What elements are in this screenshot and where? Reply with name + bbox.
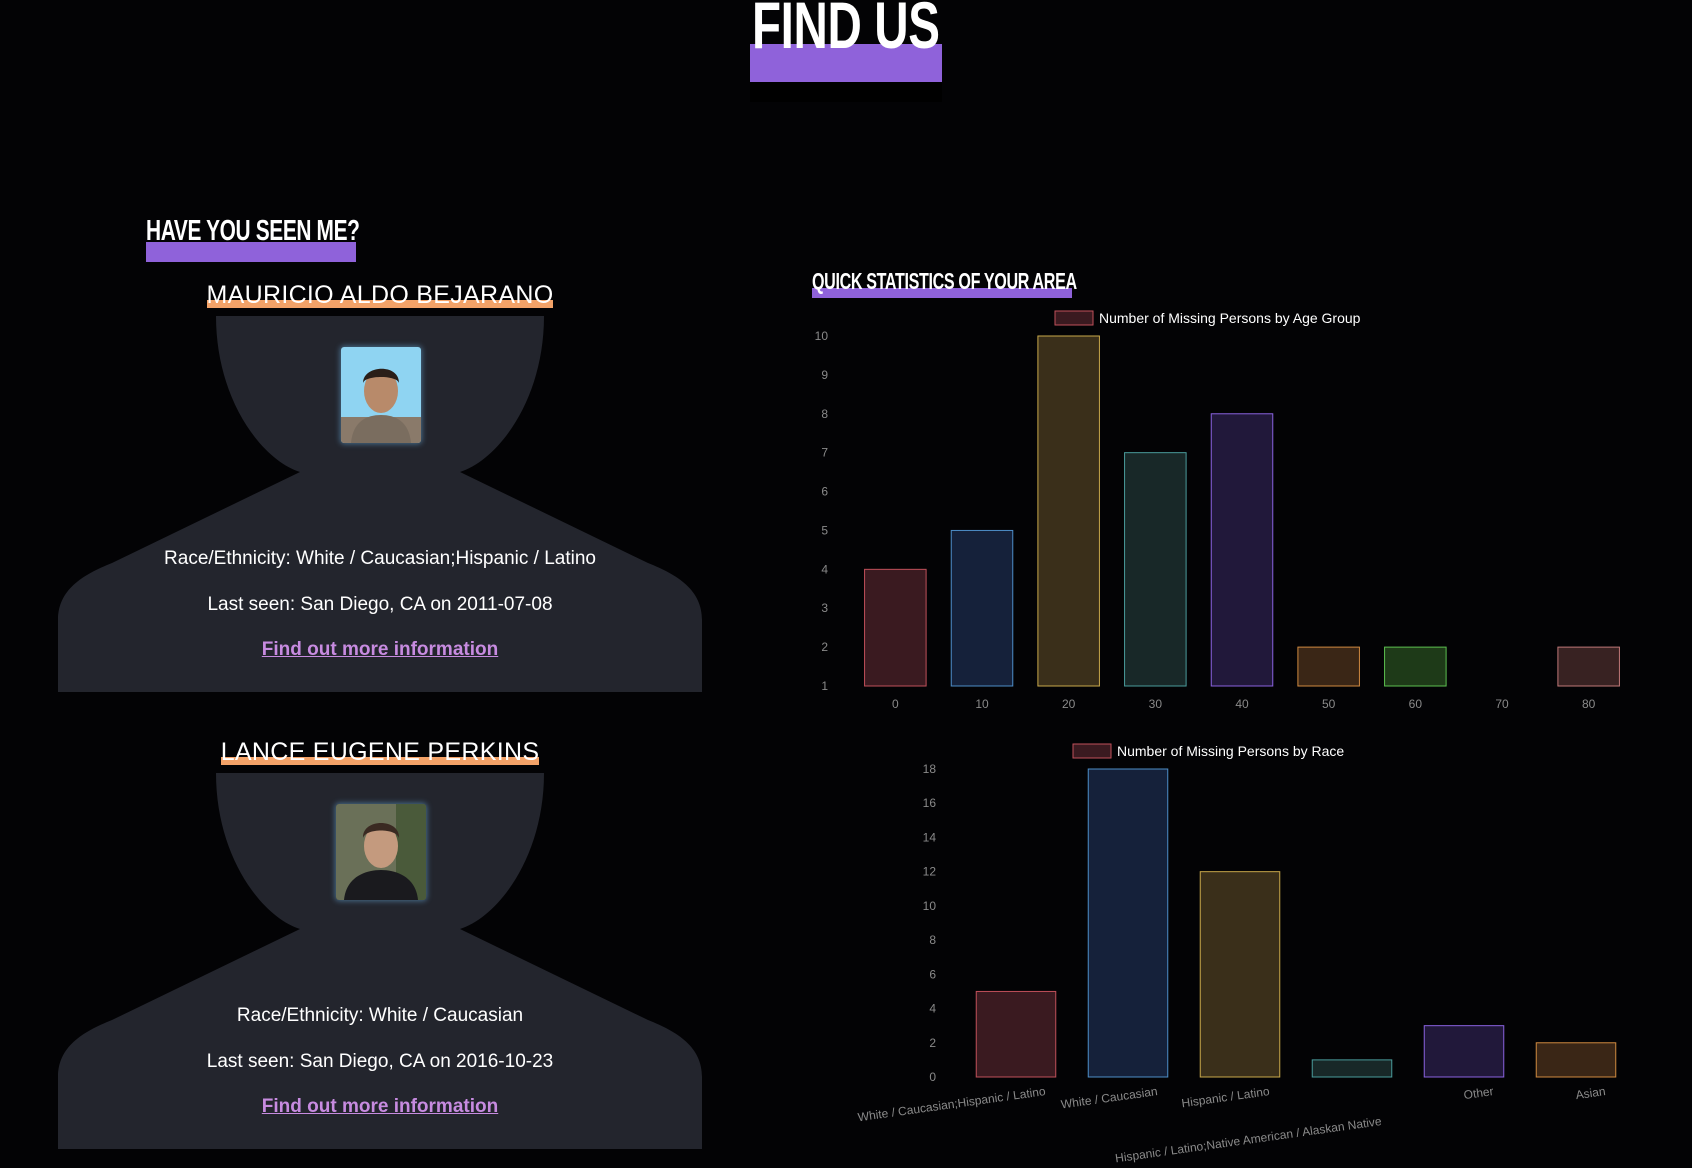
bar[interactable] [1557, 646, 1620, 687]
y-tick-label: 3 [821, 601, 828, 615]
bar[interactable] [1535, 1042, 1617, 1078]
find-out-more-link[interactable]: Find out more information [261, 639, 499, 660]
bar[interactable] [1124, 452, 1187, 687]
bar[interactable] [1384, 646, 1447, 687]
silhouette-shape [58, 316, 702, 692]
x-tick-label: 0 [892, 697, 899, 711]
heading-highlight [812, 288, 1072, 298]
x-tick-label: 70 [1495, 697, 1509, 711]
missing-person-card: MAURICIO ALDO BEJARANO Race/Ethnicity: W… [58, 280, 702, 692]
last-seen-text: Last seen: San Diego, CA on 2011-07-08 [207, 594, 553, 615]
x-tick-label: Hispanic / Latino [1181, 1084, 1271, 1110]
race-ethnicity-text: Race/Ethnicity: White / Caucasian [236, 1005, 524, 1026]
x-tick-label: 30 [1149, 697, 1163, 711]
y-tick-label: 10 [923, 899, 937, 913]
chart-legend-swatch[interactable] [1072, 743, 1112, 759]
y-tick-label: 0 [929, 1070, 936, 1084]
y-tick-label: 2 [929, 1036, 936, 1050]
y-tick-label: 16 [923, 796, 937, 810]
y-tick-label: 14 [923, 830, 937, 844]
bar[interactable] [1311, 1059, 1393, 1078]
x-tick-label: 10 [975, 697, 989, 711]
bar[interactable] [1199, 871, 1281, 1078]
bar[interactable] [1087, 768, 1169, 1078]
page-title: FIND US [752, 0, 940, 62]
person-name-wrap: LANCE EUGENE PERKINS [58, 737, 702, 767]
age-group-chart-svg: Number of Missing Persons by Age Group 1 2… [815, 310, 1620, 711]
y-tick-label: 1 [821, 679, 828, 693]
y-tick-label: 10 [815, 329, 829, 343]
x-tick-label: White / Caucasian [1060, 1084, 1158, 1111]
person-name-wrap: MAURICIO ALDO BEJARANO [58, 280, 702, 310]
age-group-chart: Number of Missing Persons by Age Group 1 2… [800, 300, 1640, 720]
heading-highlight [146, 242, 356, 262]
person-name: LANCE EUGENE PERKINS [220, 738, 540, 766]
x-tick-label: 80 [1582, 697, 1596, 711]
y-tick-label: 4 [821, 562, 828, 576]
bar[interactable] [864, 568, 927, 687]
have-you-seen-me-heading: HAVE YOU SEEN ME? [146, 214, 360, 262]
x-tick-label: White / Caucasian;Hispanic / Latino [857, 1084, 1047, 1124]
person-photo-icon [336, 804, 426, 900]
silhouette-shape [58, 773, 702, 1149]
y-tick-label: 4 [929, 1002, 936, 1016]
person-photo-icon [341, 347, 421, 443]
bar[interactable] [1297, 646, 1360, 687]
bar[interactable] [950, 529, 1014, 687]
y-tick-label: 12 [923, 865, 937, 879]
bar[interactable] [975, 990, 1057, 1078]
heading-text: HAVE YOU SEEN ME? [146, 215, 360, 247]
y-tick-label: 8 [929, 933, 936, 947]
person-name: MAURICIO ALDO BEJARANO [206, 281, 554, 309]
x-tick-label: Other [1463, 1084, 1495, 1102]
x-tick-label: Asian [1575, 1084, 1607, 1102]
bar[interactable] [1037, 335, 1100, 687]
last-seen-text: Last seen: San Diego, CA on 2016-10-23 [206, 1051, 554, 1072]
quick-statistics-heading: QUICK STATISTICS OF YOUR AREA [812, 268, 1077, 298]
chart-legend-label: Number of Missing Persons by Race [1117, 743, 1344, 759]
x-tick-label: Hispanic / Latino;Native American / Alas… [1114, 1114, 1382, 1165]
x-tick-label: 20 [1062, 697, 1076, 711]
page-title-highlight [750, 44, 942, 82]
y-tick-label: 6 [821, 485, 828, 499]
y-tick-label: 2 [821, 640, 828, 654]
x-tick-label: 60 [1409, 697, 1423, 711]
x-tick-label: 40 [1235, 697, 1249, 711]
chart-legend-swatch[interactable] [1054, 310, 1094, 326]
find-out-more-link[interactable]: Find out more information [261, 1096, 499, 1117]
missing-person-card: LANCE EUGENE PERKINS Race/Ethnicity: Whi… [58, 737, 702, 1149]
y-tick-label: 6 [929, 967, 936, 981]
y-tick-label: 18 [923, 762, 937, 776]
y-tick-label: 5 [821, 523, 828, 537]
race-chart-svg: Number of Missing Persons by Race 0 2 4 6 8 10… [857, 743, 1617, 1165]
page-title-block: FIND US [750, 0, 942, 102]
race-ethnicity-text: Race/Ethnicity: White / Caucasian;Hispan… [164, 548, 596, 569]
y-tick-label: 8 [821, 407, 828, 421]
x-tick-label: 50 [1322, 697, 1336, 711]
bar[interactable] [1210, 413, 1274, 687]
bar[interactable] [1423, 1025, 1505, 1078]
chart-legend-label: Number of Missing Persons by Age Group [1099, 310, 1361, 326]
race-chart: Number of Missing Persons by Race 0 2 4 6 8 10… [800, 735, 1640, 1165]
y-tick-label: 7 [821, 446, 828, 460]
heading-text: QUICK STATISTICS OF YOUR AREA [812, 268, 1077, 294]
y-tick-label: 9 [821, 368, 828, 382]
page-title-underbar [750, 82, 942, 102]
